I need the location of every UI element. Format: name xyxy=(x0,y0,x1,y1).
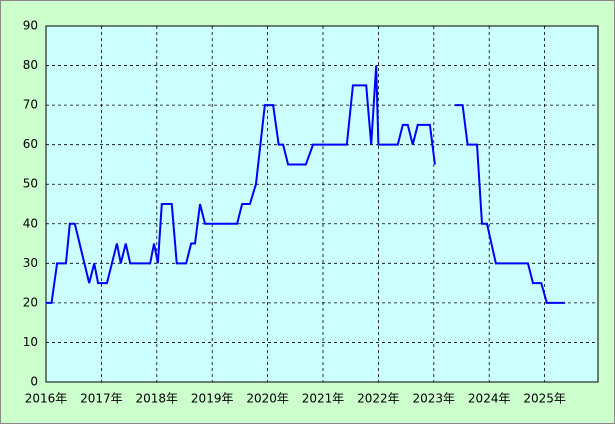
y-tick-label: 40 xyxy=(23,216,38,230)
x-tick-label: 2019年 xyxy=(191,392,234,406)
x-tick-label: 2022年 xyxy=(357,392,400,406)
x-tick-label: 2023年 xyxy=(413,392,456,406)
y-tick-label: 50 xyxy=(23,177,38,191)
y-tick-label: 10 xyxy=(23,335,38,349)
data-line xyxy=(46,65,566,304)
plot-area xyxy=(45,25,599,383)
x-tick-label: 2021年 xyxy=(302,392,345,406)
y-tick-label: 60 xyxy=(23,137,38,151)
x-tick-label: 2024年 xyxy=(468,392,511,406)
y-tick-label: 70 xyxy=(23,98,38,112)
x-tick-label: 2017年 xyxy=(80,392,123,406)
y-tick-label: 80 xyxy=(23,58,38,72)
y-tick-label: 0 xyxy=(30,375,38,389)
y-tick-label: 20 xyxy=(23,295,38,309)
y-tick-label: 90 xyxy=(23,19,38,33)
x-tick-label: 2025年 xyxy=(523,392,566,406)
y-tick-label: 30 xyxy=(23,256,38,270)
x-tick-label: 2018年 xyxy=(136,392,179,406)
x-tick-label: 2016年 xyxy=(25,392,68,406)
x-tick-label: 2020年 xyxy=(246,392,289,406)
